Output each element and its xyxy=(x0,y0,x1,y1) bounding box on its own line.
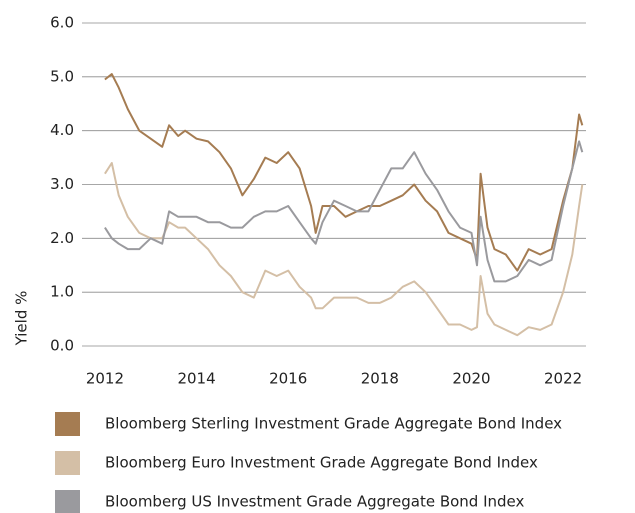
legend-label: Bloomberg US Investment Grade Aggregate … xyxy=(105,493,525,511)
legend-swatch xyxy=(55,451,80,475)
y-tick-label: 3.0 xyxy=(50,175,74,193)
series-line xyxy=(104,162,584,337)
x-tick-label: 2018 xyxy=(361,370,399,388)
y-tick-label: 1.0 xyxy=(50,283,74,301)
x-tick-label: 2016 xyxy=(269,370,307,388)
y-tick-label: 0.0 xyxy=(50,337,74,355)
x-tick-label: 2020 xyxy=(452,370,490,388)
legend-label: Bloomberg Sterling Investment Grade Aggr… xyxy=(105,415,562,433)
y-tick-label: 2.0 xyxy=(50,229,74,247)
x-tick-label: 2012 xyxy=(86,370,124,388)
series-line xyxy=(104,73,584,272)
legend-label: Bloomberg Euro Investment Grade Aggregat… xyxy=(105,454,538,472)
series-line xyxy=(104,140,584,283)
y-tick-label: 5.0 xyxy=(50,67,74,85)
y-axis-label: Yield % xyxy=(13,291,31,347)
x-tick-label: 2022 xyxy=(544,370,582,388)
y-tick-label: 6.0 xyxy=(50,14,74,32)
legend-swatch xyxy=(55,412,80,436)
x-tick-label: 2014 xyxy=(177,370,215,388)
y-tick-label: 4.0 xyxy=(50,121,74,139)
legend-swatch xyxy=(55,490,80,513)
